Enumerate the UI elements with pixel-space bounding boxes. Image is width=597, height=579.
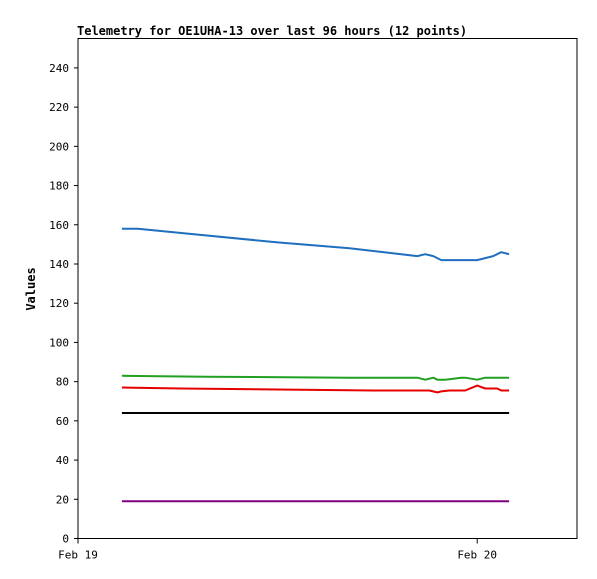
y-tick-label: 0: [62, 533, 69, 546]
y-tick-label: 200: [49, 140, 69, 153]
y-axis: 0 20 40 60 80 100 120 140 160 180 200 220 240: [49, 62, 78, 546]
y-tick-label: 240: [49, 62, 69, 75]
series-line-0: [121, 227, 510, 262]
y-tick-label: 160: [49, 219, 69, 232]
series-layer: [121, 227, 510, 503]
y-tick-label: 60: [56, 415, 69, 428]
y-axis-label: Values: [24, 267, 38, 310]
y-tick-label: 120: [49, 297, 69, 310]
y-tick-label: 80: [56, 376, 69, 389]
plot-frame: [77, 38, 578, 539]
x-tick-label: Feb 20: [457, 549, 497, 562]
y-tick-label: 20: [56, 493, 69, 506]
y-tick-label: 100: [49, 336, 69, 349]
series-line-2: [121, 384, 510, 394]
y-tick-label: 220: [49, 101, 69, 114]
x-tick-label: Feb 19: [58, 549, 98, 562]
y-tick-label: 140: [49, 258, 69, 271]
y-tick-label: 180: [49, 180, 69, 193]
series-line-1: [121, 374, 510, 381]
y-tick-label: 40: [56, 454, 69, 467]
chart-title: Telemetry for OE1UHA-13 over last 96 hou…: [77, 24, 467, 38]
x-axis: Feb 19 Feb 20: [58, 538, 497, 562]
